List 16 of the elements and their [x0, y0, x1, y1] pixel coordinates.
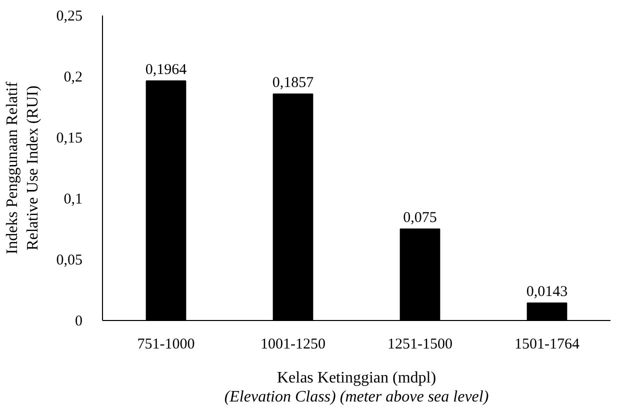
y-axis-title: Indeks Penggunaan Relatif Relative Use Index (RUI): [4, 81, 42, 254]
x-tick-label: 1501-1764: [514, 336, 580, 352]
y-tick-label: 0,25: [56, 8, 82, 24]
x-tick-label: 1001-1250: [260, 336, 326, 352]
y-tick-label: 0,05: [56, 252, 82, 268]
x-tick-label: 751-1000: [137, 336, 195, 352]
y-tick-label: 0,2: [64, 70, 82, 86]
y-tick-label: 0: [75, 314, 82, 330]
data-label: 0,0143: [526, 284, 568, 300]
x-axis-title: Kelas Ketinggian (mdpl) (Elevation Class) (meter above sea level): [224, 370, 489, 406]
data-label: 0,1964: [145, 62, 188, 78]
y-tick-label: 0,15: [56, 130, 82, 146]
y-tick-label: 0,1: [64, 192, 82, 208]
data-label: 0,1857: [272, 74, 314, 91]
x-tick-label: 1251-1500: [388, 336, 452, 352]
data-label: 0,075: [403, 210, 437, 226]
